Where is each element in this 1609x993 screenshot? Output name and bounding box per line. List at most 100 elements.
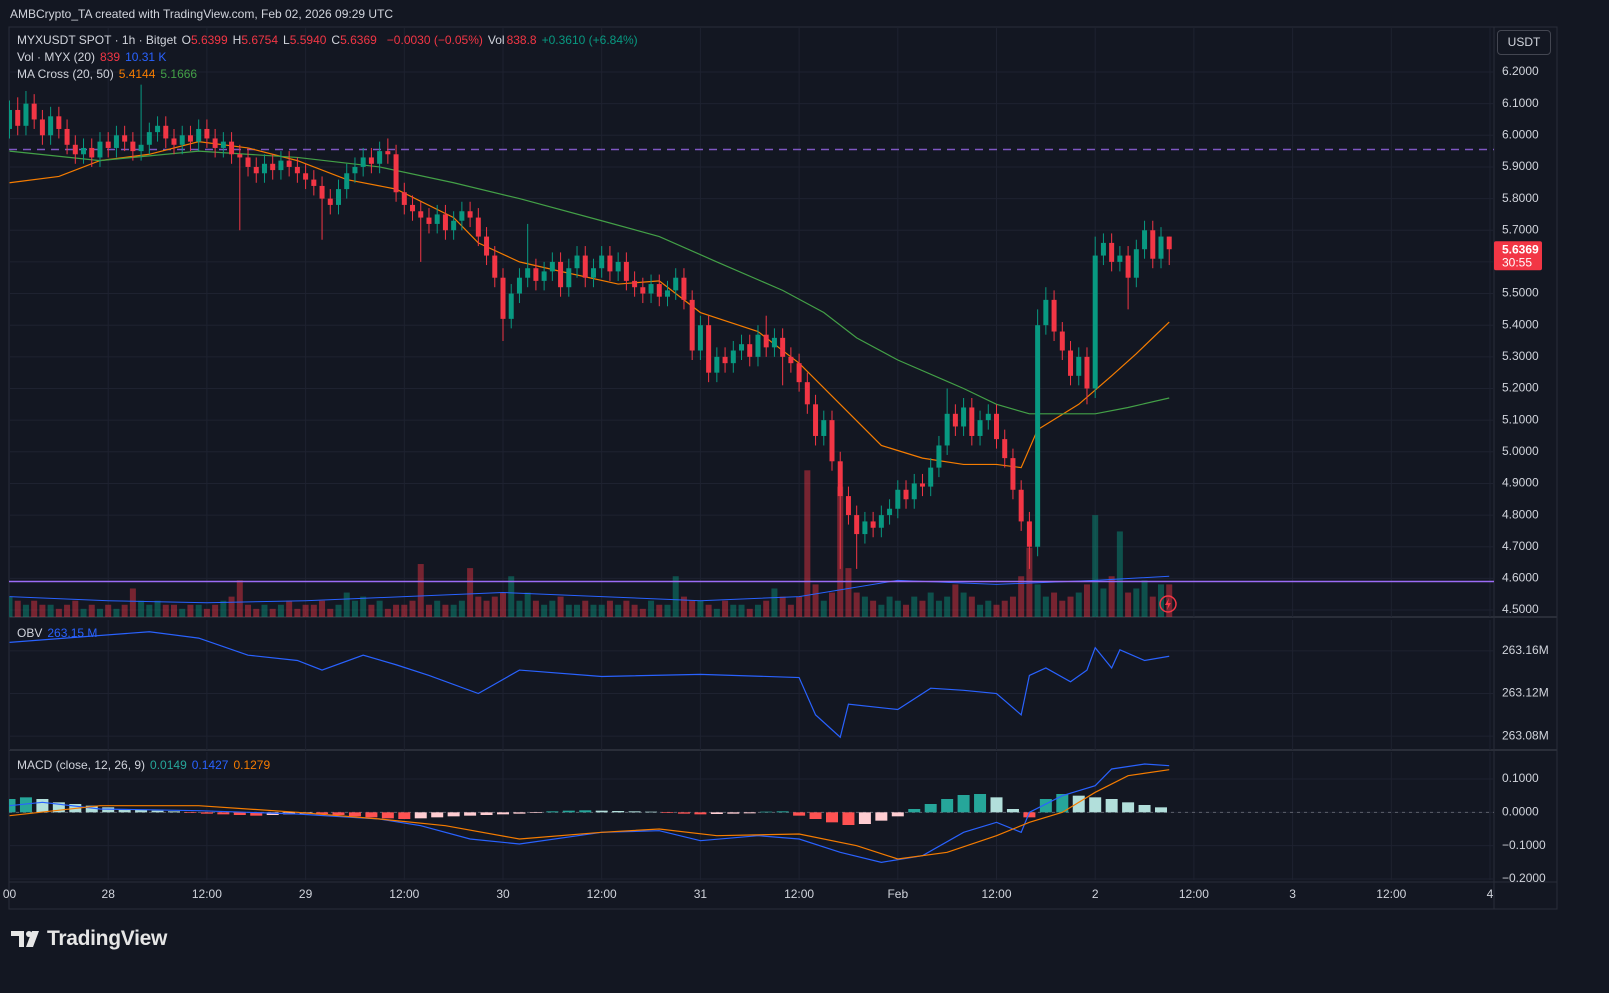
candle-body	[763, 334, 769, 348]
histogram-bar	[102, 807, 115, 813]
y-tick-label: 0.0000	[1502, 805, 1539, 819]
histogram-bar	[957, 795, 970, 813]
candle-body	[582, 255, 588, 278]
histogram-bar	[990, 797, 1003, 813]
candle-body	[615, 261, 621, 272]
volume-bar	[269, 608, 276, 617]
volume-bar	[763, 600, 770, 617]
candle-body	[862, 521, 868, 535]
candle-body	[426, 217, 432, 224]
change: −0.0030 (−0.05%)	[386, 33, 483, 47]
volume-bar	[582, 600, 589, 617]
histogram-bar	[645, 811, 658, 813]
volume-bar	[434, 600, 441, 617]
volume-bar	[1108, 576, 1115, 617]
volume-bar	[47, 604, 54, 617]
volume-bar	[442, 604, 449, 617]
volume-bar	[1067, 596, 1074, 617]
candle-body	[204, 128, 210, 139]
volume-bar	[31, 600, 38, 617]
histogram-bar	[135, 809, 148, 813]
candle-body	[442, 214, 448, 231]
y-tick-label: 5.4000	[1502, 317, 1539, 331]
volume-bar	[829, 592, 835, 617]
histogram-bar	[118, 809, 131, 813]
volume-bar	[574, 604, 581, 617]
candle-body	[722, 356, 728, 364]
volume-bar	[952, 584, 959, 617]
candle-body	[294, 166, 300, 174]
candle-body	[393, 154, 399, 193]
volume-bar	[746, 608, 753, 617]
candle-body	[788, 356, 794, 364]
volume-bar	[845, 568, 852, 617]
histogram-bar	[727, 812, 740, 814]
candle-body	[155, 125, 161, 133]
candle-body	[845, 496, 851, 516]
volume-bar	[121, 604, 128, 617]
candle-body	[928, 467, 934, 487]
candle-body	[401, 192, 407, 205]
histogram-bar	[398, 812, 411, 819]
candle-body	[516, 277, 522, 294]
candle-body	[533, 268, 539, 281]
histogram-bar	[579, 810, 592, 813]
candle-body	[804, 382, 810, 405]
candle-body	[821, 420, 827, 436]
volume-bar	[310, 604, 317, 617]
histogram-bar	[924, 804, 937, 813]
brand-logo	[11, 931, 39, 947]
volume-bar	[541, 604, 548, 617]
candle-body	[648, 284, 654, 294]
macd-legend-value: 0.1279	[233, 758, 271, 772]
candle-body	[451, 220, 457, 231]
volume-bar	[467, 568, 474, 617]
y-tick-label: 4.8000	[1502, 507, 1539, 521]
candle-body	[105, 141, 111, 148]
histogram-bar	[19, 797, 32, 813]
histogram-bar	[1006, 809, 1019, 813]
volume-bar	[277, 604, 284, 617]
candle-body	[549, 261, 555, 272]
ohlc-value: 5.6754	[241, 33, 279, 47]
volume-bar	[812, 584, 819, 617]
candle-body	[771, 337, 777, 348]
volume-bar	[722, 600, 729, 617]
volume-bar	[491, 596, 498, 617]
volume-bar	[113, 608, 120, 617]
volume-bar	[623, 600, 630, 617]
volume-bar	[1075, 592, 1082, 617]
macd-line	[9, 769, 1170, 860]
volume-bar	[88, 604, 95, 617]
volume-legend-value: 839	[100, 50, 121, 64]
candle-body	[1051, 299, 1057, 332]
volume-bar	[1009, 596, 1016, 617]
currency-button[interactable]: USDT	[1497, 30, 1551, 55]
candle-body	[780, 337, 786, 357]
candle-body	[15, 109, 21, 126]
candle-body	[385, 151, 391, 155]
attribution: AMBCrypto_TA created with TradingView.co…	[10, 7, 394, 21]
volume-bar	[393, 604, 400, 617]
volume-bar	[960, 592, 967, 617]
histogram-bar	[891, 812, 904, 817]
volume-bar	[286, 600, 293, 617]
candle-body	[459, 211, 465, 221]
x-tick-label: 12:00	[981, 887, 1011, 901]
volume-bar	[639, 608, 646, 617]
volume-bar	[680, 596, 687, 617]
volume-bar	[450, 604, 457, 617]
candle-body	[410, 204, 416, 212]
candle-body	[944, 413, 950, 446]
y-tick-label: −0.2000	[1502, 871, 1546, 885]
histogram-bar	[1089, 797, 1102, 813]
volume-bar	[228, 596, 235, 617]
y-tick-label: 5.8000	[1502, 191, 1539, 205]
volume-bar	[327, 608, 334, 617]
histogram-bar	[546, 811, 559, 813]
candle-body	[599, 255, 605, 269]
candle-body	[1002, 439, 1008, 459]
histogram-bar	[1155, 807, 1167, 813]
volume-bar	[171, 604, 177, 617]
histogram-bar	[677, 812, 690, 814]
